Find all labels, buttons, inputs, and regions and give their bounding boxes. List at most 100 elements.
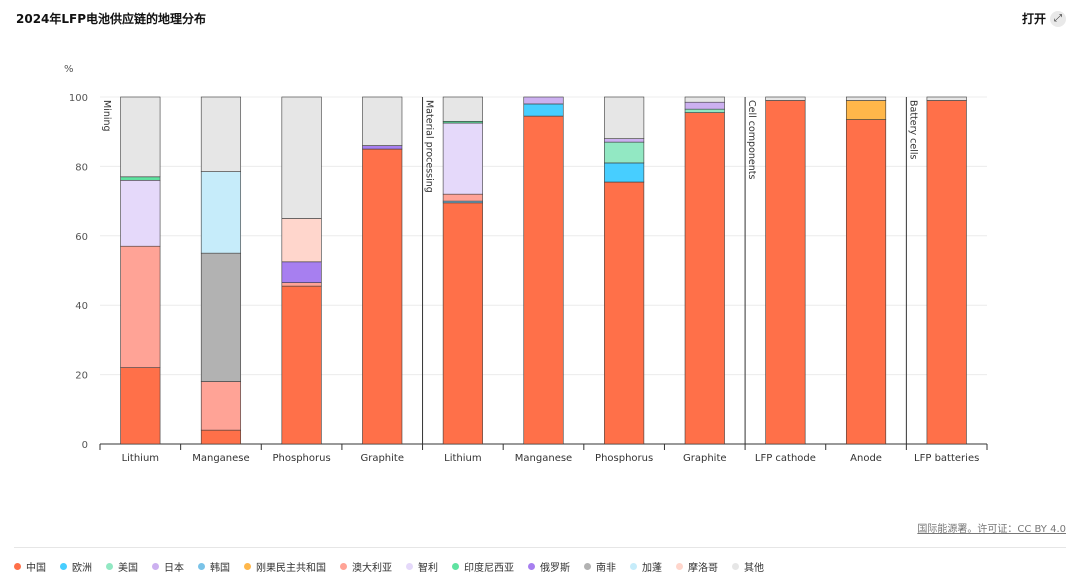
legend-item[interactable]: 澳大利亚 xyxy=(340,559,392,574)
legend-item[interactable]: 加蓬 xyxy=(630,559,662,574)
bar-segment xyxy=(442,96,483,122)
bar-segment xyxy=(200,252,242,382)
y-axis-label: % xyxy=(64,64,74,75)
x-tick-label: Lithium xyxy=(444,453,481,464)
legend-swatch xyxy=(244,563,251,570)
group-label: Mining xyxy=(101,100,112,132)
x-tick-label: Graphite xyxy=(360,453,404,464)
y-tick-label: 0 xyxy=(82,440,88,451)
page-title: 2024年LFP电池供应链的地理分布 xyxy=(16,12,207,26)
legend-swatch xyxy=(732,563,739,570)
bar-segment xyxy=(684,108,725,113)
legend-item[interactable]: 南非 xyxy=(584,559,616,574)
legend-label: 俄罗斯 xyxy=(540,563,570,574)
open-button[interactable]: 打开 ⤢ xyxy=(1022,10,1066,27)
bar-segment xyxy=(362,96,403,146)
expand-icon[interactable]: ⤢ xyxy=(1050,10,1066,27)
legend-item[interactable]: 刚果民主共和国 xyxy=(244,559,326,574)
legend: 中国 欧洲 美国 日本 韩国 刚果民主共和国 澳大利亚 智利 印度尼西亚 俄罗斯 南非 加蓬 摩洛哥 其他 xyxy=(14,559,764,574)
group-label: Material processing xyxy=(424,100,435,193)
x-tick-label: Phosphorus xyxy=(273,453,331,464)
legend-swatch xyxy=(630,563,637,570)
bar-segment xyxy=(604,162,645,183)
bar-segment xyxy=(765,96,806,101)
legend-label: 智利 xyxy=(418,563,438,574)
legend-item[interactable]: 俄罗斯 xyxy=(528,559,570,574)
x-tick-label: Manganese xyxy=(192,453,249,464)
bar-segment xyxy=(281,261,322,283)
bar-segment xyxy=(200,96,242,172)
legend-swatch xyxy=(60,563,67,570)
bar-segment xyxy=(281,218,322,263)
x-tick-label: Lithium xyxy=(122,453,159,464)
bar-segment xyxy=(604,141,645,164)
bar-segment xyxy=(362,145,403,150)
legend-label: 日本 xyxy=(164,563,184,574)
x-tick-label: Phosphorus xyxy=(595,453,653,464)
legend-swatch xyxy=(406,563,413,570)
x-tick-label: Anode xyxy=(850,453,882,464)
bar-segment xyxy=(604,181,645,445)
bar-segment xyxy=(845,96,887,101)
legend-swatch xyxy=(676,563,683,570)
bar-segment xyxy=(523,103,564,117)
bar-segment xyxy=(281,282,322,287)
y-tick-label: 40 xyxy=(75,301,88,312)
legend-item[interactable]: 中国 xyxy=(14,559,46,574)
bar-segment xyxy=(120,179,161,247)
legend-item[interactable]: 韩国 xyxy=(198,559,230,574)
legend-swatch xyxy=(452,563,459,570)
bar-segment xyxy=(684,101,725,110)
bar-segment xyxy=(120,367,161,445)
legend-swatch xyxy=(152,563,159,570)
bar-segment xyxy=(281,96,322,219)
legend-label: 美国 xyxy=(118,563,138,574)
bar-segment xyxy=(926,100,967,445)
bar-segment xyxy=(523,96,564,105)
bar-segment xyxy=(926,96,967,101)
legend-item[interactable]: 其他 xyxy=(732,559,764,574)
stacked-bar-chart: 0 20 40 60 80 100% Mining Material processing Ce… xyxy=(64,64,988,464)
legend-label: 韩国 xyxy=(210,563,230,574)
bar-segment xyxy=(442,122,483,195)
group-label: Cell components xyxy=(746,100,757,180)
open-label: 打开 xyxy=(1021,12,1046,26)
legend-swatch xyxy=(198,563,205,570)
bar-segment xyxy=(684,96,725,103)
bar-segment xyxy=(200,381,242,431)
bar-segment xyxy=(442,193,483,202)
legend-divider xyxy=(14,547,1066,548)
bar-segment xyxy=(120,245,161,368)
x-tick-label: LFP batteries xyxy=(914,453,979,464)
bar-segment xyxy=(120,176,161,181)
legend-label: 中国 xyxy=(26,563,46,574)
source-link[interactable]: 国际能源署。许可证：CC BY 4.0 xyxy=(917,524,1066,535)
y-tick-label: 20 xyxy=(75,371,88,382)
legend-item[interactable]: 欧洲 xyxy=(60,559,92,574)
bar-segment xyxy=(362,148,403,445)
legend-item[interactable]: 摩洛哥 xyxy=(676,559,718,574)
legend-label: 欧洲 xyxy=(72,563,92,574)
legend-item[interactable]: 印度尼西亚 xyxy=(452,559,514,574)
legend-label: 其他 xyxy=(744,563,764,574)
legend-item[interactable]: 智利 xyxy=(406,559,438,574)
bar-segment xyxy=(845,119,887,445)
legend-item[interactable]: 美国 xyxy=(106,559,138,574)
x-tick-label: Graphite xyxy=(683,453,727,464)
bar-segment xyxy=(604,96,645,139)
legend-swatch xyxy=(14,563,21,570)
legend-label: 刚果民主共和国 xyxy=(256,563,326,574)
y-tick-label: 100 xyxy=(69,93,88,104)
group-label: Battery cells xyxy=(907,100,918,160)
legend-swatch xyxy=(106,563,113,570)
legend-label: 澳大利亚 xyxy=(352,563,392,574)
y-tick-label: 80 xyxy=(75,162,88,173)
legend-label: 加蓬 xyxy=(642,563,662,574)
legend-label: 印度尼西亚 xyxy=(464,563,514,574)
bar-segment xyxy=(442,202,483,445)
bar-segment xyxy=(281,285,322,445)
bar-segment xyxy=(200,429,242,445)
legend-item[interactable]: 日本 xyxy=(152,559,184,574)
y-tick-label: 60 xyxy=(75,232,88,243)
x-tick-label: LFP cathode xyxy=(755,453,816,464)
